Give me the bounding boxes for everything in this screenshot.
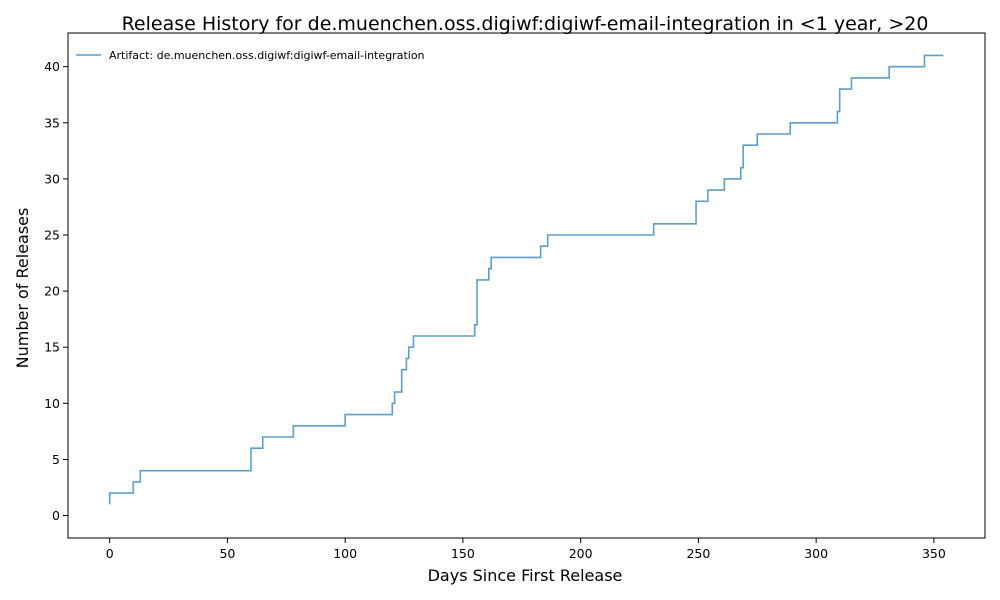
x-axis-label: Days Since First Release — [428, 566, 623, 585]
plot-frame — [67, 32, 986, 539]
x-tick-label: 50 — [219, 546, 235, 561]
series-line-0 — [108, 54, 944, 505]
y-tick-label: 10 — [44, 396, 60, 411]
x-tick-label: 150 — [451, 546, 475, 561]
legend: Artifact: de.muenchen.oss.digiwf:digiwf-… — [76, 49, 425, 62]
y-tick-label: 5 — [52, 452, 60, 467]
x-tick-label: 0 — [106, 546, 114, 561]
y-tick-label: 30 — [44, 171, 60, 186]
x-tick-label: 100 — [333, 546, 357, 561]
y-axis-label: Number of Releases — [13, 208, 32, 369]
x-tick-label: 200 — [569, 546, 593, 561]
series-layer — [108, 54, 944, 505]
y-tick-label: 35 — [44, 115, 60, 130]
y-tick-label: 0 — [52, 508, 60, 523]
y-tick-label: 15 — [44, 340, 60, 355]
y-axis: 0 5 10 15 20 25 30 35 40 — [44, 59, 68, 523]
y-tick-label: 25 — [44, 228, 60, 243]
x-tick-label: 300 — [804, 546, 828, 561]
x-tick-label: 250 — [686, 546, 710, 561]
y-tick-label: 40 — [44, 59, 60, 74]
chart-title: Release History for de.muenchen.oss.digi… — [122, 13, 929, 35]
x-axis: 0 50 100 150 200 250 300 350 — [106, 538, 946, 561]
legend-label: Artifact: de.muenchen.oss.digiwf:digiwf-… — [109, 49, 425, 62]
x-tick-label: 350 — [922, 546, 946, 561]
y-tick-label: 20 — [44, 284, 60, 299]
